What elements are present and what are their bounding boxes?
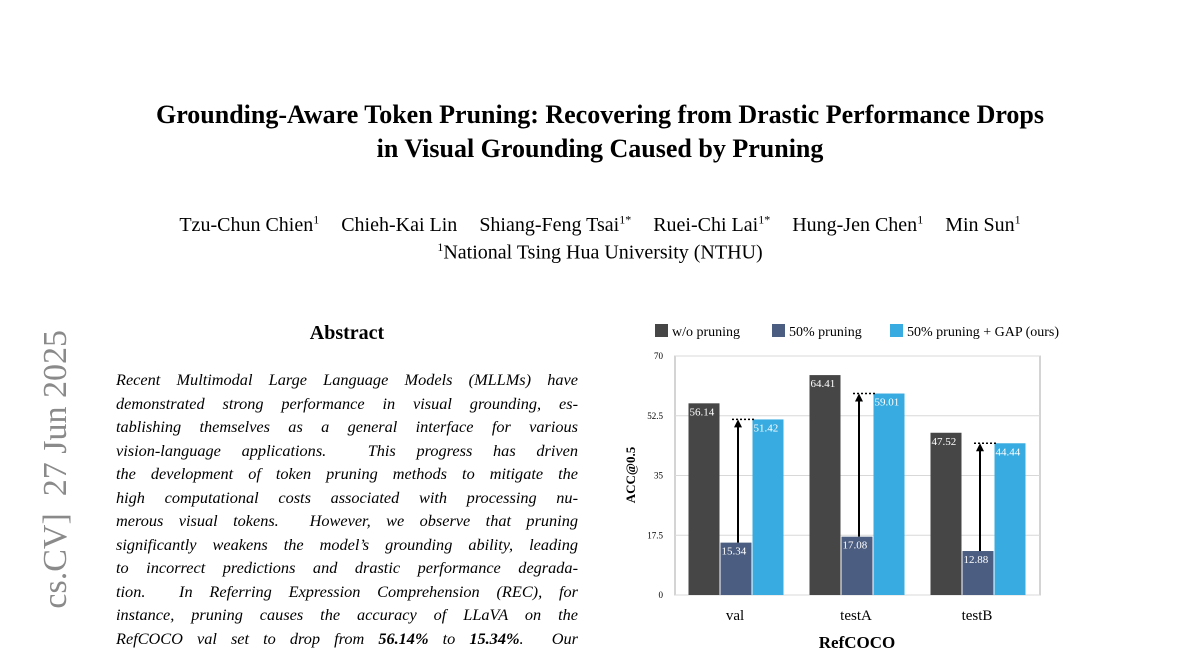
text: instance, pruning causes the accuracy of… bbox=[116, 605, 578, 624]
bar bbox=[962, 551, 994, 595]
affiliation-mark: 1 bbox=[437, 240, 444, 254]
abstract-line: high computational costs associated with… bbox=[116, 488, 578, 508]
abstract-line: tablishing themselves as a general inter… bbox=[116, 417, 578, 437]
abstract-heading: Abstract bbox=[309, 322, 385, 344]
author-mark: 1 bbox=[917, 212, 924, 226]
bar bbox=[930, 432, 962, 595]
value-label: 51.42 bbox=[754, 422, 779, 434]
x-axis-label: RefCOCO bbox=[819, 633, 895, 648]
text: significantly weakens the model’s ground… bbox=[116, 534, 578, 554]
text: high computational costs associated with… bbox=[116, 487, 578, 507]
abstract-line: instance, pruning causes the accuracy of… bbox=[116, 605, 578, 625]
title-line: in Visual Grounding Caused by Pruning bbox=[376, 134, 824, 163]
abstract-line: RefCOCO val set to drop from 56.14% to 1… bbox=[116, 629, 578, 648]
text: the development of token pruning methods… bbox=[116, 464, 578, 483]
arrow-head bbox=[976, 443, 984, 452]
abstract-line: the development of token pruning methods… bbox=[116, 464, 578, 484]
author-name: Min Sun bbox=[945, 213, 1015, 236]
legend-swatch bbox=[890, 324, 903, 337]
text: tion. In Referring Expression Comprehens… bbox=[116, 581, 578, 601]
abstract-line: demonstrated strong performance in visua… bbox=[116, 394, 578, 414]
legend-label: 50% pruning + GAP (ours) bbox=[907, 325, 1059, 340]
bar bbox=[994, 443, 1026, 595]
bold-text: 56.14% bbox=[378, 628, 429, 648]
value-label: 12.88 bbox=[964, 554, 989, 566]
y-tick-label: 52.5 bbox=[647, 411, 663, 421]
text: demonstrated strong performance in visua… bbox=[116, 393, 578, 413]
bar bbox=[873, 393, 905, 595]
arxiv-label: cs.CV] 27 Jun 2025 bbox=[37, 330, 74, 609]
x-tick-label: testA bbox=[840, 608, 872, 624]
author-mark: 1* bbox=[758, 212, 771, 226]
value-label: 56.14 bbox=[690, 406, 715, 418]
arrow-head bbox=[734, 419, 742, 428]
text: Recent Multimodal Large Language Models … bbox=[116, 370, 578, 389]
arrow-head bbox=[855, 393, 863, 402]
abstract-line: merous visual tokens. However, we observ… bbox=[116, 511, 578, 531]
y-tick-label: 17.5 bbox=[647, 530, 663, 540]
value-label: 47.52 bbox=[932, 436, 957, 448]
y-tick-label: 0 bbox=[659, 590, 664, 600]
author: Min Sun1 bbox=[945, 212, 1021, 236]
author: Hung-Jen Chen1 bbox=[792, 212, 924, 236]
value-label: 44.44 bbox=[996, 446, 1021, 458]
value-label: 15.34 bbox=[722, 546, 747, 558]
abstract-line: to incorrect predictions and drastic per… bbox=[116, 558, 578, 578]
author: Shiang-Feng Tsai1* bbox=[479, 212, 632, 236]
value-label: 17.08 bbox=[843, 540, 868, 552]
author-name: Ruei-Chi Lai bbox=[653, 213, 759, 236]
bar bbox=[688, 403, 720, 595]
legend-swatch bbox=[655, 324, 668, 337]
value-label: 59.01 bbox=[875, 397, 900, 409]
author-name: Chieh-Kai Lin bbox=[341, 213, 458, 236]
author-name: Hung-Jen Chen bbox=[792, 213, 918, 236]
author-mark: 1* bbox=[619, 212, 632, 226]
text: . Our bbox=[519, 628, 578, 648]
author-mark: 1 bbox=[1014, 212, 1021, 226]
author-mark: 1 bbox=[313, 212, 320, 226]
author-name: Tzu-Chun Chien bbox=[179, 213, 314, 236]
legend-swatch bbox=[772, 324, 785, 337]
text: RefCOCO val set to drop from bbox=[116, 628, 379, 648]
text: to incorrect predictions and drastic per… bbox=[116, 558, 578, 577]
abstract-line: significantly weakens the model’s ground… bbox=[116, 535, 578, 555]
authors: Tzu-Chun Chien1 Chieh-Kai Lin Shiang-Feng … bbox=[0, 212, 1200, 237]
title-line: Grounding-Aware Token Pruning: Recoverin… bbox=[155, 100, 1045, 129]
bar bbox=[809, 375, 841, 595]
x-tick-label: val bbox=[726, 608, 744, 624]
text: merous visual tokens. However, we observ… bbox=[116, 511, 578, 530]
abstract-line: vision-language applications. This progr… bbox=[116, 441, 578, 461]
author: Chieh-Kai Lin bbox=[341, 214, 457, 236]
y-axis-label: ACC@0.5 bbox=[623, 446, 638, 503]
bar bbox=[752, 419, 784, 595]
text: tablishing themselves as a general inter… bbox=[116, 417, 578, 436]
abstract-line: Recent Multimodal Large Language Models … bbox=[116, 370, 578, 390]
value-label: 64.41 bbox=[811, 378, 836, 390]
author: Tzu-Chun Chien1 bbox=[179, 212, 320, 236]
legend-label: w/o pruning bbox=[672, 325, 740, 340]
affiliation: 1National Tsing Hua University (NTHU) bbox=[0, 240, 1200, 265]
text: vision-language applications. This progr… bbox=[116, 440, 578, 460]
y-tick-label: 70 bbox=[654, 351, 664, 361]
bar bbox=[841, 536, 873, 595]
x-tick-label: testB bbox=[962, 608, 993, 624]
affiliation-text: National Tsing Hua University (NTHU) bbox=[443, 241, 763, 264]
author-name: Shiang-Feng Tsai bbox=[479, 213, 620, 236]
bar bbox=[720, 542, 752, 595]
author: Ruei-Chi Lai1* bbox=[653, 212, 771, 236]
bold-text: 15.34% bbox=[469, 628, 520, 648]
legend-label: 50% pruning bbox=[789, 325, 862, 340]
y-tick-label: 35 bbox=[654, 471, 664, 481]
abstract-line: tion. In Referring Expression Comprehens… bbox=[116, 582, 578, 602]
text: to bbox=[428, 628, 470, 648]
